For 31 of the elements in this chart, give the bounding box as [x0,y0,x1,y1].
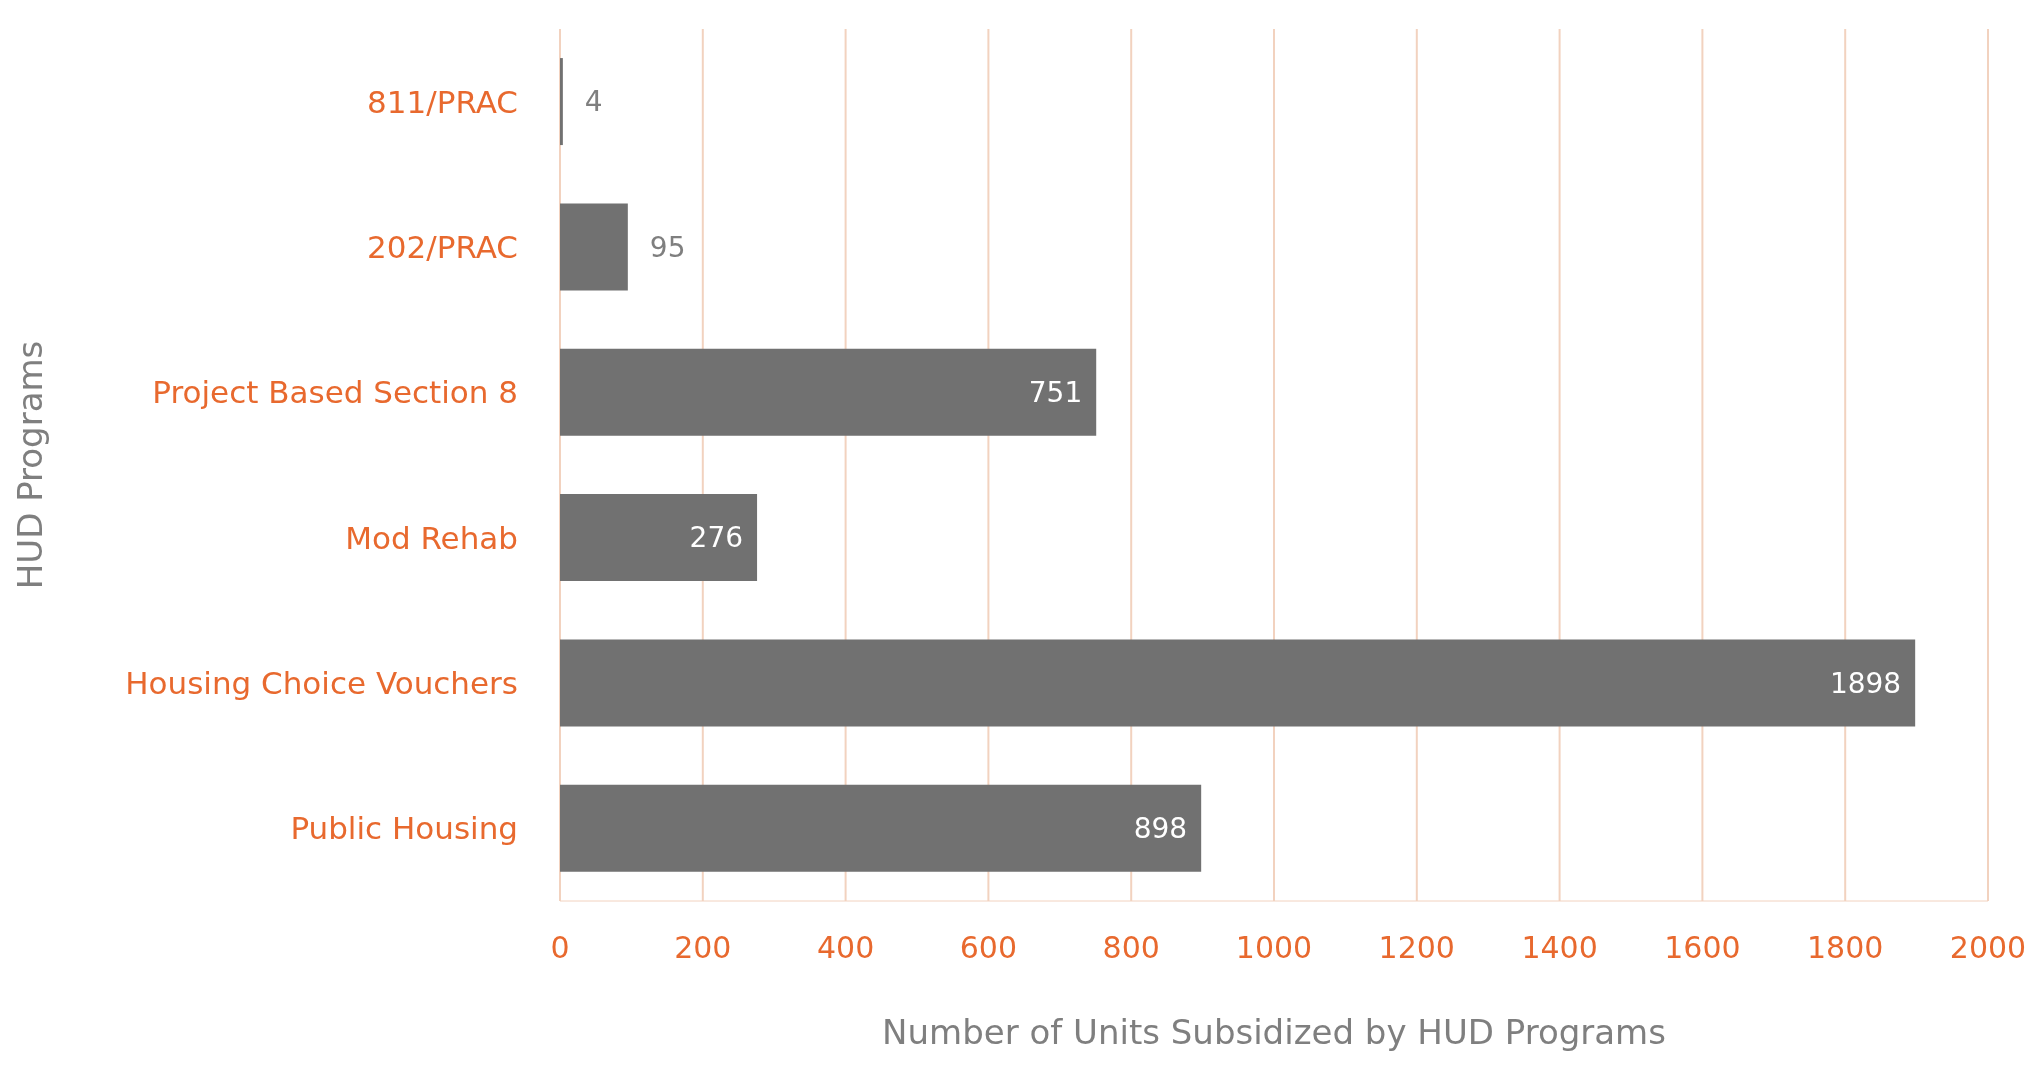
bar [560,494,758,582]
y-axis-title: HUD Programs [10,340,51,590]
x-tick-label: 1200 [1378,930,1455,966]
x-tick-label: 800 [1102,930,1160,966]
y-tick-label: 811/PRAC [367,83,518,120]
bar [560,348,1097,436]
bar [560,784,1202,872]
y-tick-label: 202/PRAC [367,229,518,266]
data-label: 276 [689,521,744,555]
x-tick-label: 400 [816,930,875,966]
x-tick-label: 1800 [1807,930,1884,966]
bar [560,58,563,146]
x-tick-label: 600 [959,930,1018,966]
y-tick-label: Public Housing [290,810,518,847]
bar [560,639,1916,727]
data-label: 1898 [1829,666,1902,700]
data-label: 95 [649,230,686,264]
x-axis-title: Number of Units Subsidized by HUD Programs [882,1012,1666,1052]
x-tick-label: 200 [674,930,732,966]
x-tick-label: 0 [550,930,570,966]
x-tick-label: 1600 [1664,930,1741,966]
bar [560,203,628,291]
x-tick-label: 2000 [1949,930,2027,966]
x-tick-label: 1400 [1521,930,1598,966]
y-tick-label: Project Based Section 8 [152,374,518,411]
x-tick-label: 1000 [1235,930,1313,966]
y-tick-label: Mod Rehab [345,519,518,556]
y-tick-label: Housing Choice Vouchers [125,665,518,702]
data-label: 4 [584,85,603,119]
data-label: 898 [1133,812,1188,846]
data-label: 751 [1028,376,1083,410]
